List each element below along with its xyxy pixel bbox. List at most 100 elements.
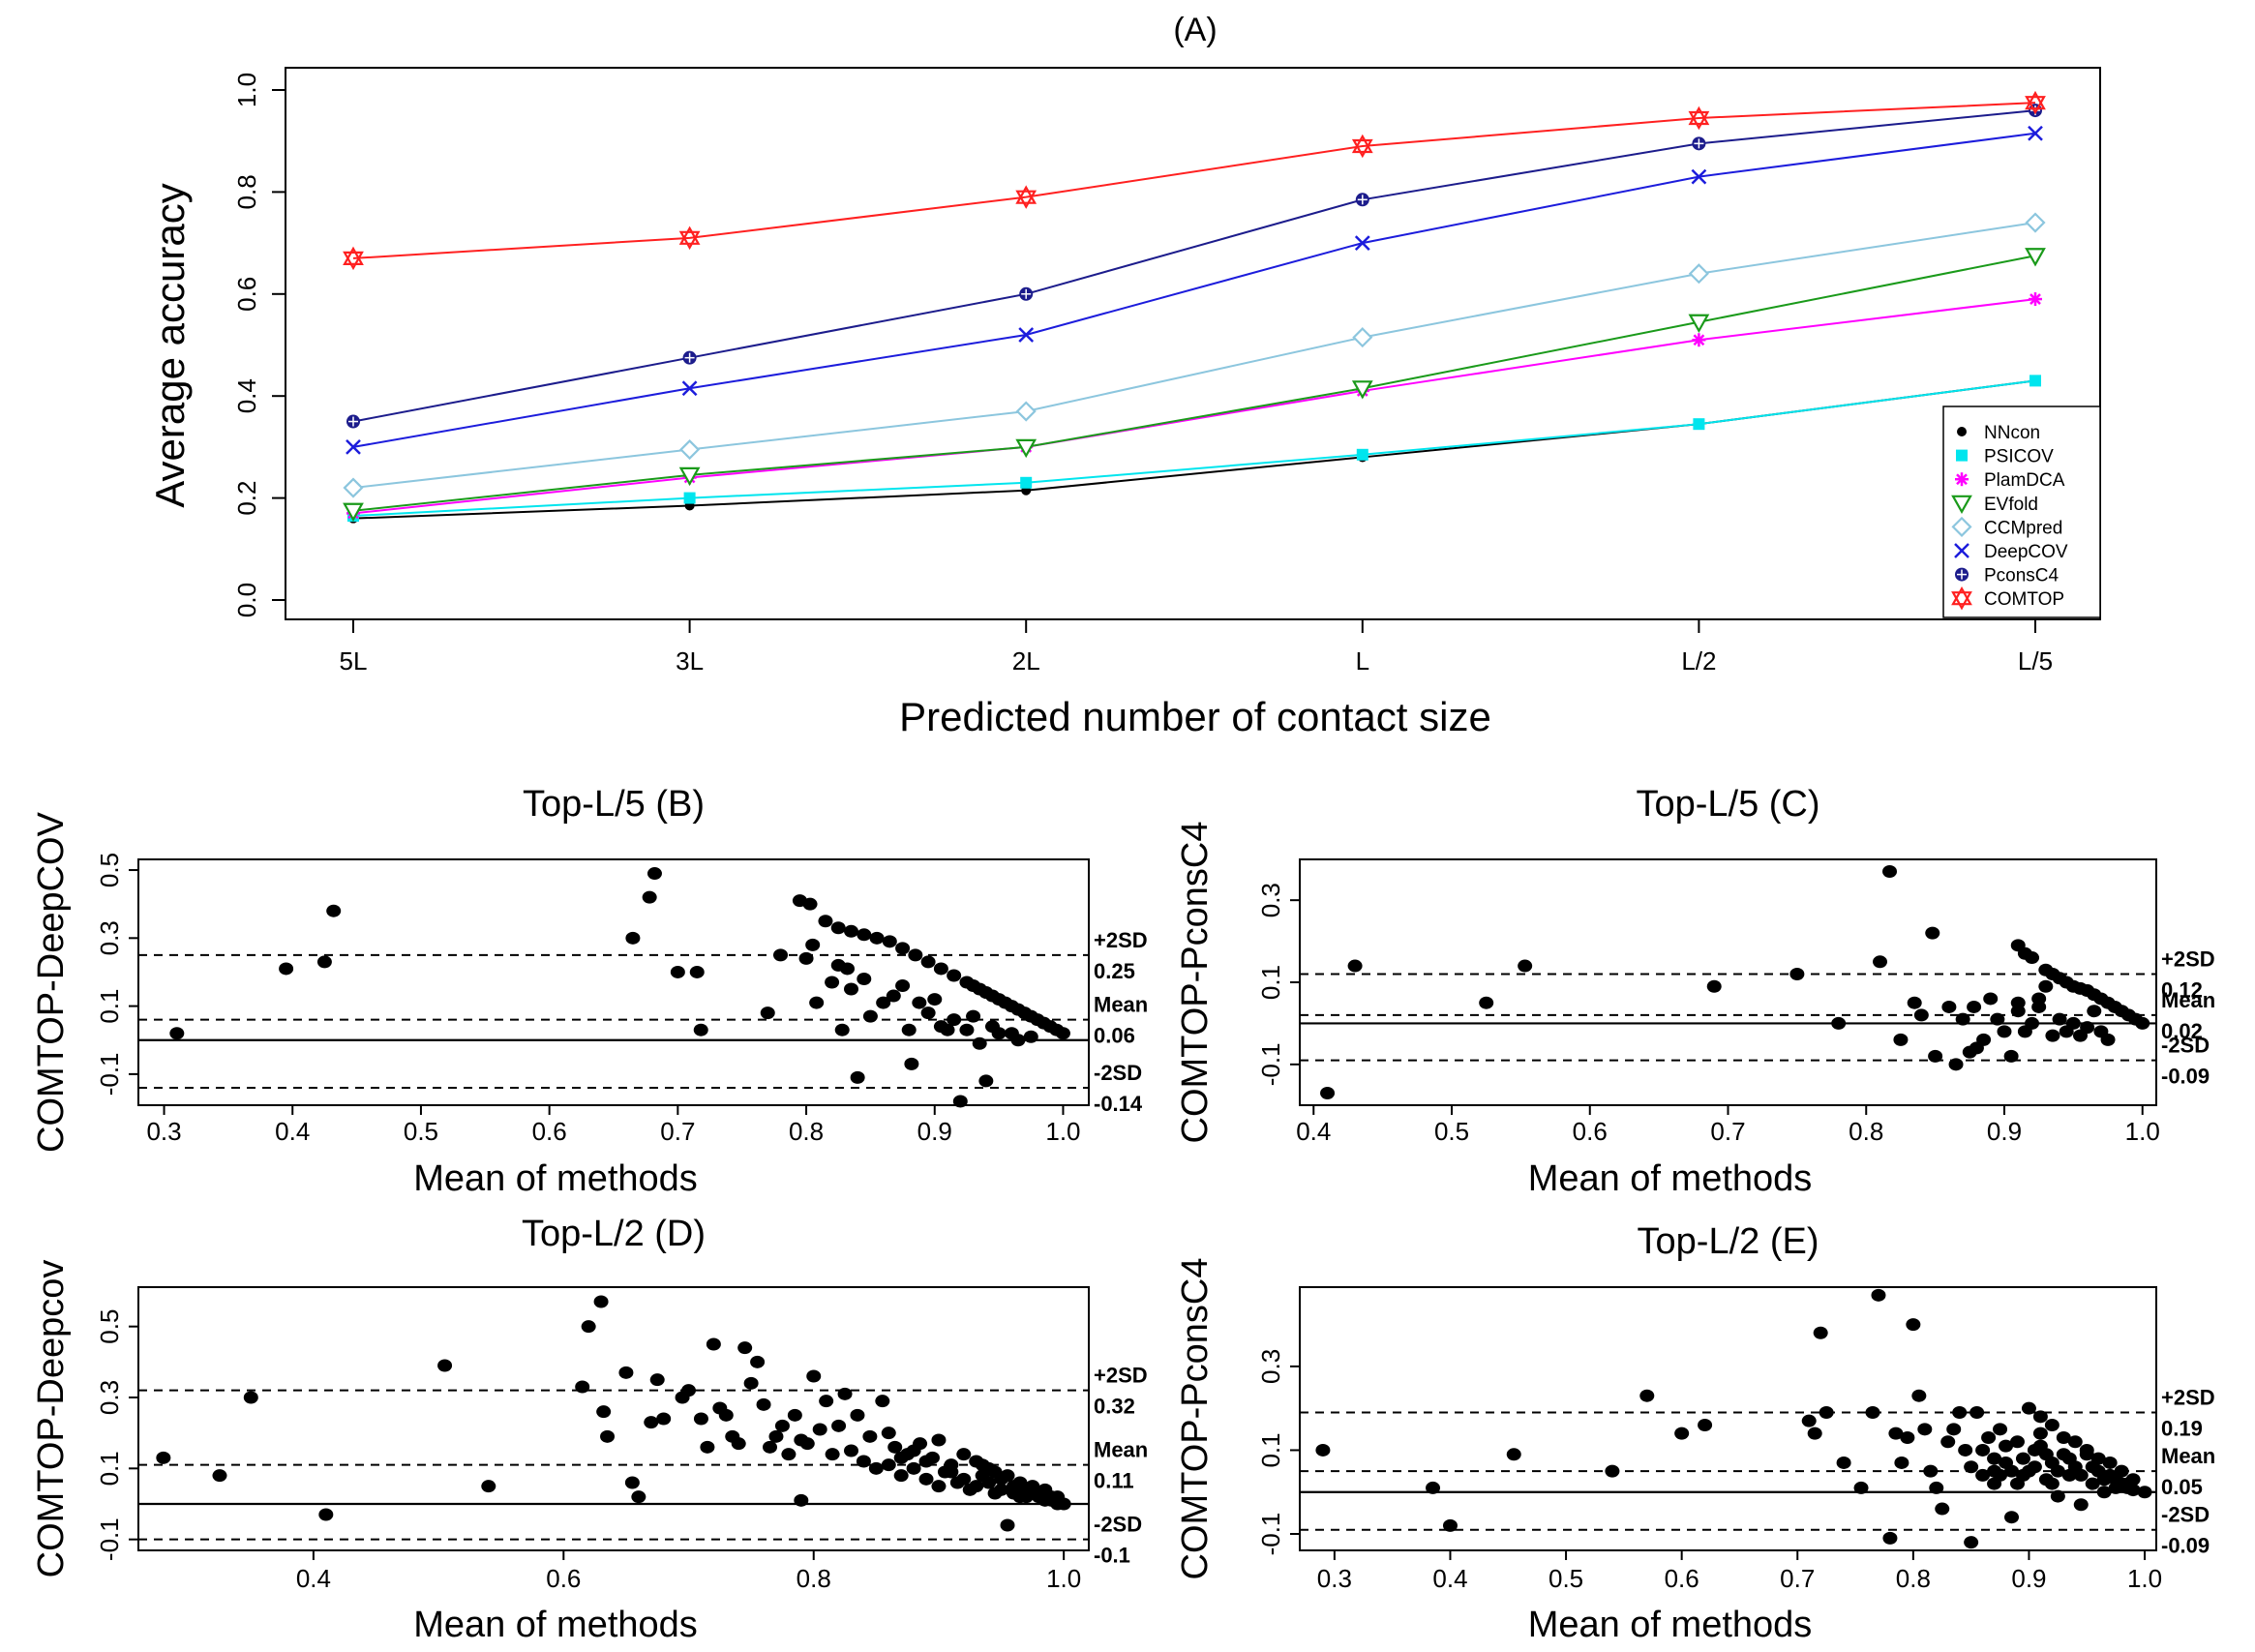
data-point [689,965,705,978]
data-point [887,1440,903,1454]
chart-e-x-tick-label: 1.0 [2127,1564,2162,1593]
data-point [1948,1058,1964,1071]
chart-e-lower-value: -0.09 [2161,1534,2210,1558]
data-point [2004,1511,2020,1524]
data-point [906,1444,921,1457]
chart-c-title: Top-L/5 (C) [1636,784,1819,825]
point-psicov [1693,418,1705,431]
data-point [1894,1456,1909,1469]
series-line-evfold [352,255,2036,512]
data-point [844,982,858,996]
legend-label-deepcov: DeepCOV [1984,542,2068,562]
data-point [774,1419,790,1432]
data-point [2032,1439,2048,1453]
point-pconsc4 [682,350,697,365]
data-point [2137,1486,2152,1499]
data-point [1479,996,1494,1009]
data-point [920,955,936,969]
chart-d-upper-label: +2SD [1094,1364,1148,1388]
data-point [831,1419,847,1432]
data-point [798,951,814,965]
data-point [895,942,911,955]
data-point [927,993,943,1006]
data-point [2044,1418,2060,1431]
legend-marker-plamdca [1955,472,1969,487]
data-point [2044,1477,2060,1490]
data-point [1975,1443,1991,1457]
data-point [1893,1033,1909,1046]
point-comtop [343,246,364,271]
data-point [2096,1486,2112,1499]
data-point [2015,1452,2030,1465]
data-point [1836,1456,1851,1469]
data-point [956,1448,972,1461]
chart-a-x-tick-label: 3L [676,646,704,676]
data-point [681,1384,697,1397]
point-plamdca-d2 [2030,293,2041,305]
point-evfold [1351,380,1373,400]
data-point [2032,1427,2048,1440]
data-point [1929,1481,1944,1494]
data-point [2050,1489,2065,1503]
data-point [908,948,923,962]
data-point [931,1480,947,1493]
point-comtop [1351,134,1373,159]
data-point [857,972,872,985]
data-point [947,1013,962,1027]
data-point [2052,1012,2067,1026]
chart-b-x-title: Mean of methods [413,1158,698,1199]
data-point [169,1027,185,1040]
data-point [876,996,891,1009]
data-point [2045,1029,2060,1042]
data-point [706,1337,721,1351]
data-point [1906,1318,1921,1332]
point-evfold [678,466,701,487]
data-point [2085,1477,2100,1490]
series-comtop [343,90,2046,271]
data-point [1698,1418,1713,1431]
data-point [156,1451,171,1464]
data-point [1946,1423,1962,1436]
chart-b-y-title: COMTOP-DeepCOV [31,811,72,1153]
chart-d-title: Top-L/2 (D) [522,1214,706,1254]
data-point [1012,1476,1028,1489]
point-comtop-down [2025,96,2046,115]
point-comtop [1688,105,1710,131]
chart-d-y-tick-label: 0.1 [95,1451,124,1486]
data-point [1987,1464,2002,1478]
chart-a-y-tick-label: 1.0 [232,73,261,107]
data-point [966,1009,981,1023]
chart-e-points [1315,1288,2152,1549]
data-point [1865,1406,1880,1420]
chart-a-x-tick-label: L/5 [2018,646,2053,676]
chart-c-x-tick-label: 0.4 [1296,1117,1331,1146]
data-point [625,931,641,945]
chart-c-points [1320,864,2150,1100]
data-point [2038,979,2054,993]
data-point [2080,1021,2095,1035]
data-point [2050,1464,2065,1478]
point-pconsc4 [346,414,360,429]
data-point [881,1458,896,1472]
data-point [1706,979,1722,993]
data-point [212,1469,227,1483]
chart-d-frame [137,1286,1090,1551]
data-point [886,989,901,1003]
point-psicov [683,492,696,504]
data-point [316,955,332,969]
point-comtop-up [1015,185,1037,204]
chart-c-lower-value: -0.09 [2161,1065,2210,1089]
chart-e: Top-L/2 (E) 0.3 0.4 0.5 0.6 0.7 0.8 0.9 1.0 -0.1 0… [1175,1221,2215,1645]
data-point [944,1465,959,1479]
point-deepcov-b [1354,235,1370,251]
data-point [1000,1518,1015,1532]
point-ccmpred [343,477,364,498]
data-point [1819,1406,1834,1420]
legend-marker-evfold [1951,495,1972,515]
data-point [994,1483,1009,1496]
data-point [1997,1025,2012,1038]
chart-b-title: Top-L/5 (B) [523,784,705,825]
chart-d-x-tick-label: 0.8 [797,1564,831,1593]
data-point [781,1448,797,1461]
chart-a-x-tick-label: L/2 [1681,646,1716,676]
